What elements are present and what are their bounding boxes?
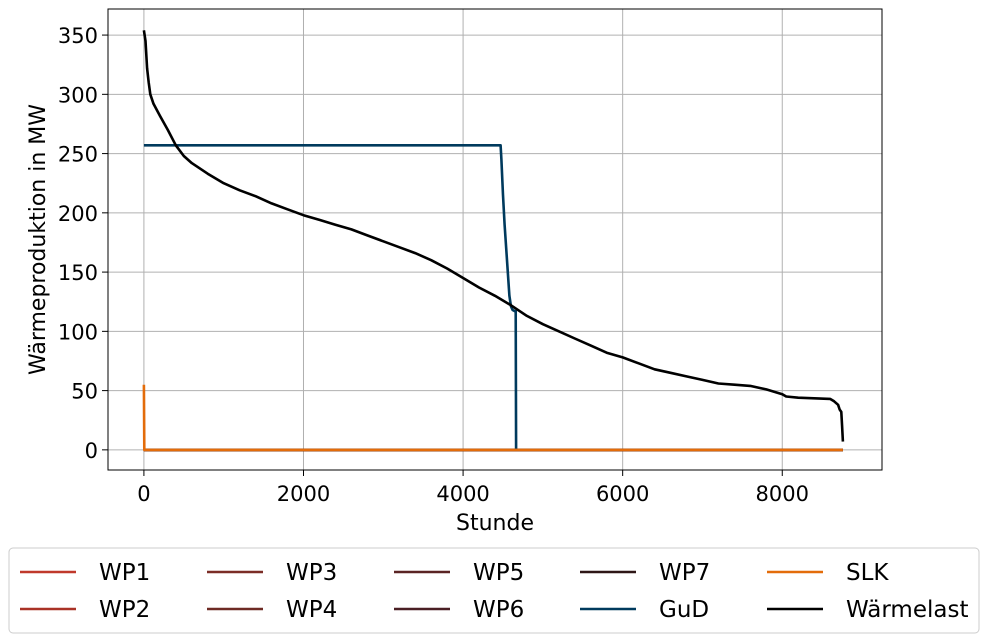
y-tick-label: 100 (58, 320, 98, 344)
x-tick-label: 8000 (756, 482, 809, 506)
series-line-8 (143, 144, 518, 450)
legend-label: WP2 (99, 597, 150, 623)
plot-frame (107, 8, 883, 471)
x-tick-label: 4000 (436, 482, 489, 506)
legend-item: WP7 (580, 560, 710, 586)
legend-item: SLK (767, 560, 889, 586)
legend-label: SLK (846, 560, 889, 586)
series-line-10 (142, 30, 845, 442)
y-tick-label: 300 (58, 83, 98, 107)
y-tick-label: 0 (85, 439, 98, 463)
y-tick-label: 150 (58, 261, 98, 285)
legend-item: GuD (580, 597, 709, 623)
legend-label: WP5 (473, 560, 524, 586)
y-tick-label: 50 (71, 380, 98, 404)
legend-item: WP5 (394, 560, 524, 586)
legend-box (8, 547, 980, 634)
y-tick-label: 250 (58, 143, 98, 167)
y-axis-label: Wärmeproduktion in MW (26, 104, 51, 375)
legend-label: Wärmelast (846, 597, 968, 623)
series-layer (142, 30, 845, 452)
legend-item: WP6 (394, 597, 524, 623)
legend: WP1 WP2 WP3 WP4 WP5 WP6 WP7 GuD SLK Wärmelast (20, 560, 968, 623)
grid-lines (108, 9, 882, 470)
legend-item: Wärmelast (767, 597, 968, 623)
axis-ticks: 0 2000 4000 6000 8000 0 50 100 150 200 250 300 350 (58, 24, 809, 506)
legend-item: WP2 (20, 597, 150, 623)
legend-item: WP3 (207, 560, 337, 586)
legend-item: WP1 (20, 560, 150, 586)
x-tick-label: 0 (137, 482, 150, 506)
legend-label: GuD (659, 597, 709, 623)
legend-label: WP1 (99, 560, 150, 586)
x-tick-label: 6000 (596, 482, 649, 506)
legend-label: WP4 (286, 597, 337, 623)
legend-item: WP4 (207, 597, 337, 623)
x-tick-label: 2000 (277, 482, 330, 506)
y-tick-label: 200 (58, 202, 98, 226)
y-tick-label: 350 (58, 24, 98, 48)
legend-label: WP6 (473, 597, 524, 623)
legend-label: WP3 (286, 560, 337, 586)
legend-label: WP7 (659, 560, 710, 586)
x-axis-label: Stunde (456, 511, 534, 536)
series-line-9 (142, 384, 843, 452)
